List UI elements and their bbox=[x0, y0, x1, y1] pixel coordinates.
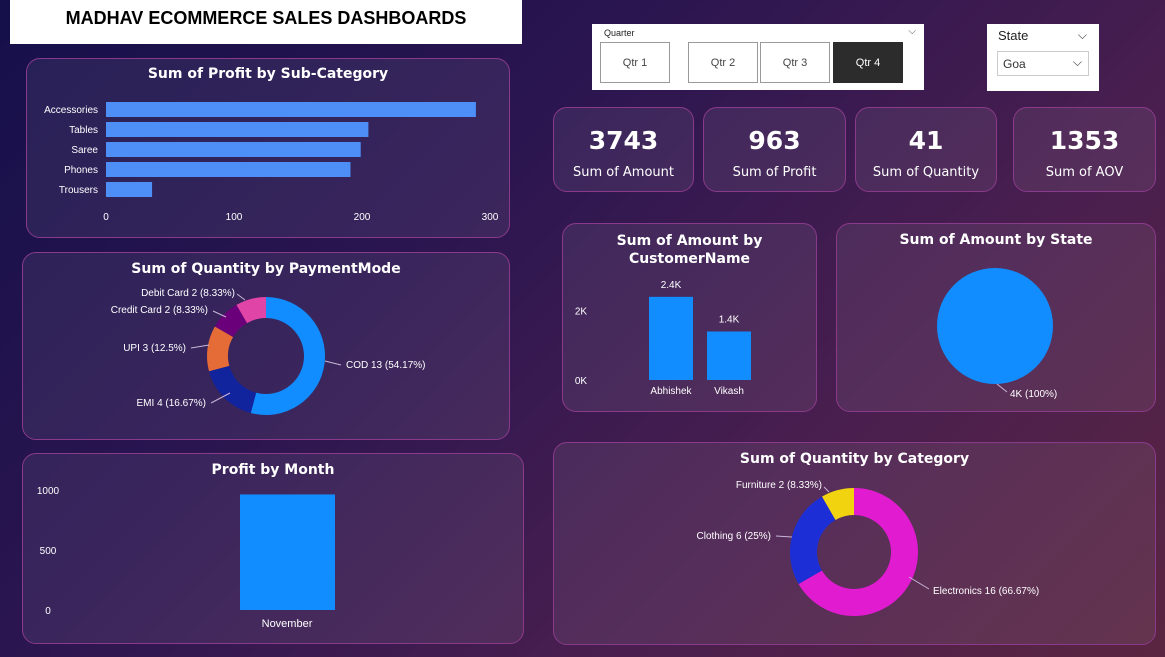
slice-label: UPI 3 (12.5%) bbox=[123, 343, 186, 354]
x-tick-label: 200 bbox=[354, 212, 371, 223]
chart-quantity-by-category: Sum of Quantity by Category Electronics … bbox=[553, 442, 1156, 645]
category-donut-chart: Electronics 16 (66.67%) Clothing 6 (25%) F… bbox=[697, 480, 1039, 616]
y-tick-label: 2K bbox=[575, 307, 588, 318]
chart-title: Profit by Month bbox=[211, 462, 335, 478]
leader-line bbox=[236, 293, 246, 301]
dropdown-chevron-icon[interactable]: ⌵ bbox=[1072, 55, 1082, 69]
leader-line bbox=[996, 383, 1008, 393]
category-label: Accessories bbox=[44, 105, 98, 116]
y-tick-label: 0 bbox=[45, 606, 51, 617]
y-tick-label: 1000 bbox=[37, 486, 60, 497]
chart-title: Sum of Amount by CustomerName bbox=[616, 233, 763, 267]
quarter-button-qtr1[interactable]: Qtr 1 bbox=[600, 42, 670, 83]
chart-title: Sum of Quantity by Category bbox=[739, 451, 970, 467]
slice-label: Clothing 6 (25%) bbox=[697, 531, 771, 542]
bar bbox=[106, 142, 361, 157]
x-category-label: Abhishek bbox=[650, 386, 692, 397]
kpi-card-quantity: 41 Sum of Quantity bbox=[855, 107, 997, 192]
chart-profit-by-month: Profit by Month 0 500 1000 November bbox=[22, 453, 524, 644]
category-label: Trousers bbox=[59, 185, 98, 196]
leader-line bbox=[324, 360, 342, 366]
kpi-value: 41 bbox=[908, 126, 944, 155]
slice-label: EMI 4 (16.67%) bbox=[137, 398, 206, 409]
bar bbox=[240, 494, 335, 610]
pie-slice bbox=[236, 297, 266, 324]
pie-slice bbox=[209, 365, 257, 413]
subcategory-bar-chart: Accessories Tables Saree Phones Trousers 0 100… bbox=[44, 102, 499, 223]
category-label: Saree bbox=[71, 145, 98, 156]
slice-label: Furniture 2 (8.33%) bbox=[736, 480, 822, 491]
leader-line bbox=[210, 392, 231, 404]
state-slicer-title: State bbox=[998, 28, 1029, 43]
kpi-label: Sum of Amount bbox=[572, 165, 675, 180]
slice-label: Credit Card 2 (8.33%) bbox=[111, 305, 208, 316]
chart-title: Sum of Amount by State bbox=[899, 232, 1093, 248]
kpi-card-amount: 3743 Sum of Amount bbox=[553, 107, 694, 192]
leader-line bbox=[908, 576, 930, 590]
quarter-slicer[interactable]: Quarter ⌵ Qtr 1 Qtr 2 Qtr 3 Qtr 4 bbox=[592, 24, 924, 90]
kpi-label: Sum of Profit bbox=[732, 165, 817, 180]
bar bbox=[106, 162, 351, 177]
customer-bar-chart: 0K 2K 2.4K Abhishek 1.4K Vikash bbox=[575, 280, 751, 397]
pie-slice bbox=[214, 304, 247, 337]
bar bbox=[106, 182, 153, 197]
bar bbox=[649, 296, 693, 380]
pie-slice bbox=[822, 488, 854, 520]
pie-slice bbox=[798, 488, 918, 616]
chevron-down-icon[interactable]: ⌵ bbox=[908, 26, 916, 37]
category-label: Phones bbox=[64, 165, 98, 176]
pie-slice bbox=[790, 496, 836, 584]
leader-line bbox=[823, 486, 830, 493]
chart-title: Sum of Profit by Sub-Category bbox=[147, 66, 389, 82]
dashboard-title: MADHAV ECOMMERCE SALES DASHBOARDS bbox=[10, 0, 522, 44]
pie-slice bbox=[207, 326, 234, 372]
chart-quantity-by-paymentmode: Sum of Quantity by PaymentMode COD 13 (5… bbox=[22, 252, 510, 440]
month-bar-chart: 0 500 1000 November bbox=[37, 486, 335, 630]
chart-amount-by-state: Sum of Amount by State 4K (100%) bbox=[836, 223, 1156, 412]
quarter-button-qtr4[interactable]: Qtr 4 bbox=[833, 42, 903, 83]
pie-slice bbox=[250, 297, 325, 415]
leader-line bbox=[190, 344, 210, 349]
leader-line bbox=[775, 535, 793, 538]
slice-label: 4K (100%) bbox=[1010, 389, 1057, 400]
bar bbox=[106, 122, 369, 137]
kpi-label: Sum of AOV bbox=[1045, 165, 1124, 180]
x-tick-label: 300 bbox=[482, 212, 499, 223]
state-dropdown[interactable]: Goa ⌵ bbox=[997, 51, 1089, 76]
data-label: 1.4K bbox=[719, 315, 740, 326]
kpi-card-profit: 963 Sum of Profit bbox=[703, 107, 846, 192]
slice-label: Electronics 16 (66.67%) bbox=[933, 586, 1039, 597]
chart-title: Sum of Quantity by PaymentMode bbox=[131, 261, 401, 277]
x-tick-label: 0 bbox=[103, 212, 109, 223]
x-category-label: Vikash bbox=[714, 386, 744, 397]
paymentmode-donut-chart: COD 13 (54.17%) EMI 4 (16.67%) UPI 3 (12.5… bbox=[111, 288, 425, 415]
x-tick-label: 100 bbox=[226, 212, 243, 223]
quarter-button-qtr3[interactable]: Qtr 3 bbox=[760, 42, 830, 83]
x-category-label: November bbox=[262, 618, 313, 630]
slice-label: COD 13 (54.17%) bbox=[346, 360, 425, 371]
data-label: 2.4K bbox=[661, 280, 682, 291]
y-tick-label: 500 bbox=[40, 546, 57, 557]
quarter-slicer-title: Quarter bbox=[604, 28, 635, 38]
chart-profit-by-subcategory: Sum of Profit by Sub-Category Accessorie… bbox=[26, 58, 510, 238]
kpi-label: Sum of Quantity bbox=[872, 165, 980, 180]
kpi-value: 963 bbox=[748, 126, 801, 155]
state-slicer[interactable]: State ⌵ Goa ⌵ bbox=[987, 24, 1099, 91]
leader-line bbox=[212, 310, 227, 318]
bar bbox=[707, 331, 751, 380]
y-tick-label: 0K bbox=[575, 376, 588, 387]
slice-label: Debit Card 2 (8.33%) bbox=[141, 288, 235, 299]
state-dropdown-value: Goa bbox=[1003, 57, 1026, 71]
kpi-value: 3743 bbox=[588, 126, 659, 155]
kpi-value: 1353 bbox=[1049, 126, 1120, 155]
chart-amount-by-customer: Sum of Amount by CustomerName 0K 2K 2.4K Ab… bbox=[562, 223, 817, 412]
kpi-card-aov: 1353 Sum of AOV bbox=[1013, 107, 1156, 192]
chevron-down-icon[interactable]: ⌵ bbox=[1077, 28, 1087, 42]
quarter-button-qtr2[interactable]: Qtr 2 bbox=[688, 42, 758, 83]
bar bbox=[106, 102, 476, 117]
state-pie-chart: 4K (100%) bbox=[937, 268, 1057, 400]
pie-slice bbox=[937, 268, 1053, 384]
category-label: Tables bbox=[69, 125, 98, 136]
